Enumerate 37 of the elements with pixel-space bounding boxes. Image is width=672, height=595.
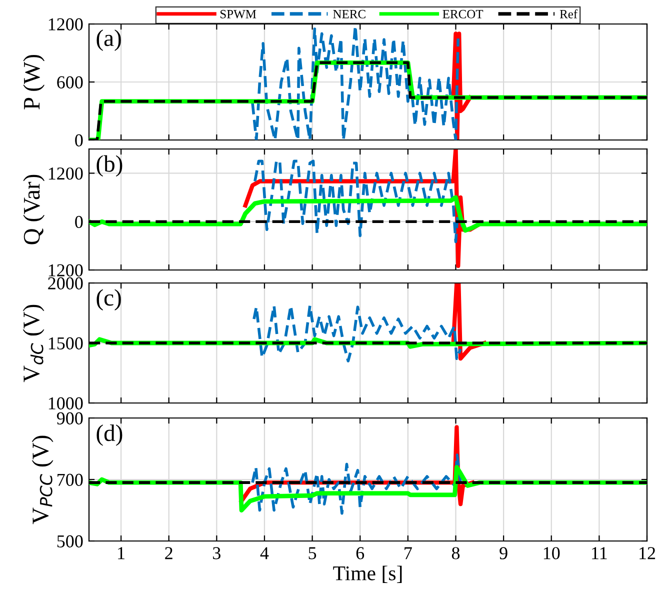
y-tick-label: 0 — [75, 134, 83, 146]
x-tick-label: 10 — [544, 547, 560, 560]
legend-label: SPWM — [220, 10, 256, 18]
annotation: (b) — [96, 155, 122, 177]
annotation: (d) — [96, 424, 122, 446]
y-tick-label: 700 — [58, 474, 83, 486]
x-tick-label: 2 — [165, 547, 172, 560]
x-tick-label: 9 — [500, 547, 508, 560]
x-tick-label: 4 — [260, 547, 269, 560]
x-tick-label: 8 — [452, 547, 460, 560]
y-tick-label: 500 — [57, 535, 83, 548]
legend-label: NERC — [333, 10, 366, 18]
y-axis-title: V$_{dC}$ (V) — [22, 304, 44, 382]
y-tick-label: 1000 — [48, 397, 83, 410]
y-tick-label: 2000 — [48, 277, 83, 290]
y-tick-label: 1200 — [48, 18, 83, 30]
legend-label: Ref — [560, 9, 578, 18]
x-tick-label: 3 — [213, 547, 220, 560]
x-tick-label: 12 — [640, 547, 656, 560]
x-tick-label: 6 — [356, 547, 364, 560]
x-axis-title: Time [s] — [333, 566, 402, 583]
y-tick-label: 1200 — [48, 167, 83, 180]
x-tick-label: 11 — [592, 547, 607, 560]
y-axis-title: V$_{PCC}$ (V) — [32, 436, 54, 524]
y-tick-label: 600 — [57, 76, 83, 88]
x-tick-label: 7 — [404, 547, 412, 560]
x-tick-label: 5 — [308, 547, 316, 560]
y-tick-label: 900 — [56, 412, 83, 424]
y-tick-label: 1200 — [48, 264, 83, 276]
y-axis-title: Q (Var) — [23, 174, 45, 244]
y-axis-title: P (W) — [23, 54, 45, 110]
x-tick-label: 1 — [118, 547, 124, 560]
y-tick-label: 0 — [75, 216, 83, 228]
legend-label: ERCOT — [442, 10, 484, 18]
y-tick-label: 1500 — [48, 337, 83, 350]
annotation: (a) — [96, 30, 121, 51]
annotation: (c) — [96, 289, 121, 311]
